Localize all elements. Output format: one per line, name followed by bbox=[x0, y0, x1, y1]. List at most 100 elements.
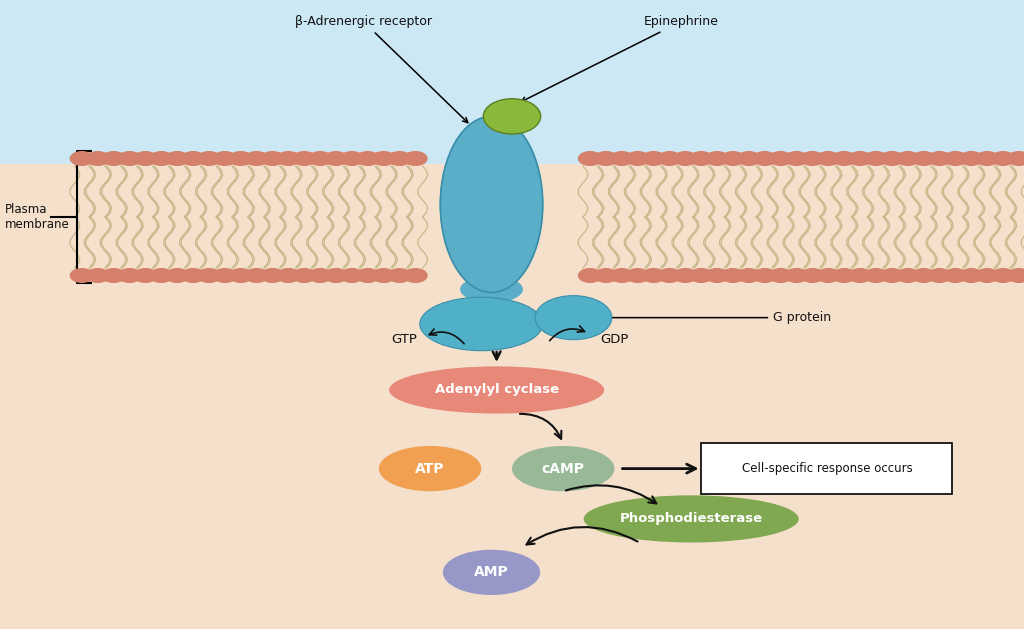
Circle shape bbox=[228, 151, 253, 166]
Circle shape bbox=[260, 151, 285, 166]
Text: GTP: GTP bbox=[391, 333, 418, 346]
Circle shape bbox=[975, 268, 999, 283]
Circle shape bbox=[181, 151, 206, 166]
Circle shape bbox=[594, 151, 618, 166]
FancyBboxPatch shape bbox=[701, 443, 952, 494]
Circle shape bbox=[308, 151, 333, 166]
Circle shape bbox=[133, 151, 158, 166]
Circle shape bbox=[705, 151, 729, 166]
Circle shape bbox=[260, 268, 285, 283]
Circle shape bbox=[86, 151, 111, 166]
Text: Adenylyl cyclase: Adenylyl cyclase bbox=[434, 384, 559, 396]
Circle shape bbox=[975, 151, 999, 166]
Circle shape bbox=[86, 268, 111, 283]
Circle shape bbox=[689, 151, 714, 166]
Circle shape bbox=[911, 268, 936, 283]
Circle shape bbox=[133, 268, 158, 283]
Text: ATP: ATP bbox=[416, 462, 444, 476]
Circle shape bbox=[118, 151, 142, 166]
Circle shape bbox=[753, 151, 777, 166]
Circle shape bbox=[228, 268, 253, 283]
Circle shape bbox=[768, 151, 793, 166]
Ellipse shape bbox=[512, 446, 614, 491]
Text: β-Adrenergic receptor: β-Adrenergic receptor bbox=[295, 15, 468, 123]
Circle shape bbox=[213, 268, 238, 283]
Circle shape bbox=[292, 151, 316, 166]
Circle shape bbox=[657, 151, 682, 166]
Ellipse shape bbox=[389, 366, 604, 414]
Circle shape bbox=[118, 268, 142, 283]
Circle shape bbox=[831, 268, 856, 283]
FancyArrowPatch shape bbox=[550, 326, 585, 341]
Circle shape bbox=[245, 268, 269, 283]
Circle shape bbox=[927, 268, 951, 283]
FancyArrowPatch shape bbox=[429, 329, 464, 344]
Circle shape bbox=[276, 268, 301, 283]
Circle shape bbox=[594, 268, 618, 283]
Circle shape bbox=[880, 268, 904, 283]
Text: cAMP: cAMP bbox=[542, 462, 585, 476]
Circle shape bbox=[689, 268, 714, 283]
Ellipse shape bbox=[442, 550, 541, 595]
Circle shape bbox=[721, 268, 745, 283]
Circle shape bbox=[784, 151, 809, 166]
Text: Epinephrine: Epinephrine bbox=[521, 15, 719, 102]
Circle shape bbox=[831, 151, 856, 166]
Circle shape bbox=[70, 151, 94, 166]
Circle shape bbox=[150, 268, 174, 283]
Circle shape bbox=[895, 151, 920, 166]
Ellipse shape bbox=[440, 116, 543, 292]
Text: G protein: G protein bbox=[598, 311, 831, 324]
Circle shape bbox=[197, 151, 221, 166]
Bar bbox=[0, 164, 1024, 629]
Circle shape bbox=[816, 151, 841, 166]
Circle shape bbox=[863, 151, 888, 166]
Ellipse shape bbox=[420, 297, 543, 350]
Circle shape bbox=[673, 268, 697, 283]
Circle shape bbox=[626, 151, 650, 166]
Circle shape bbox=[958, 151, 983, 166]
Circle shape bbox=[150, 151, 174, 166]
Circle shape bbox=[387, 151, 412, 166]
Circle shape bbox=[848, 268, 872, 283]
Circle shape bbox=[1007, 268, 1024, 283]
Circle shape bbox=[483, 99, 541, 134]
Circle shape bbox=[800, 151, 824, 166]
FancyArrowPatch shape bbox=[520, 414, 561, 439]
Text: Plasma
membrane: Plasma membrane bbox=[5, 203, 70, 231]
Circle shape bbox=[958, 268, 983, 283]
Text: Cell-specific response occurs: Cell-specific response occurs bbox=[741, 462, 912, 475]
Circle shape bbox=[816, 268, 841, 283]
Circle shape bbox=[863, 268, 888, 283]
Bar bbox=[0, 0, 1024, 164]
Circle shape bbox=[943, 151, 968, 166]
Circle shape bbox=[355, 268, 380, 283]
Circle shape bbox=[276, 151, 301, 166]
Circle shape bbox=[355, 151, 380, 166]
Circle shape bbox=[609, 151, 634, 166]
Circle shape bbox=[578, 268, 602, 283]
Circle shape bbox=[943, 268, 968, 283]
Text: GDP: GDP bbox=[600, 333, 629, 346]
Circle shape bbox=[990, 151, 1015, 166]
Circle shape bbox=[768, 268, 793, 283]
Circle shape bbox=[197, 268, 221, 283]
Circle shape bbox=[101, 268, 126, 283]
Text: Phosphodiesterase: Phosphodiesterase bbox=[620, 513, 763, 525]
Circle shape bbox=[324, 151, 348, 166]
Circle shape bbox=[372, 268, 396, 283]
Circle shape bbox=[70, 268, 94, 283]
Circle shape bbox=[911, 151, 936, 166]
Circle shape bbox=[800, 268, 824, 283]
FancyArrowPatch shape bbox=[526, 527, 638, 545]
Ellipse shape bbox=[535, 296, 611, 340]
Circle shape bbox=[340, 268, 365, 283]
Circle shape bbox=[784, 268, 809, 283]
Ellipse shape bbox=[461, 277, 522, 302]
Circle shape bbox=[292, 268, 316, 283]
Circle shape bbox=[736, 151, 761, 166]
Circle shape bbox=[895, 268, 920, 283]
Circle shape bbox=[641, 151, 666, 166]
Circle shape bbox=[324, 268, 348, 283]
Circle shape bbox=[101, 151, 126, 166]
